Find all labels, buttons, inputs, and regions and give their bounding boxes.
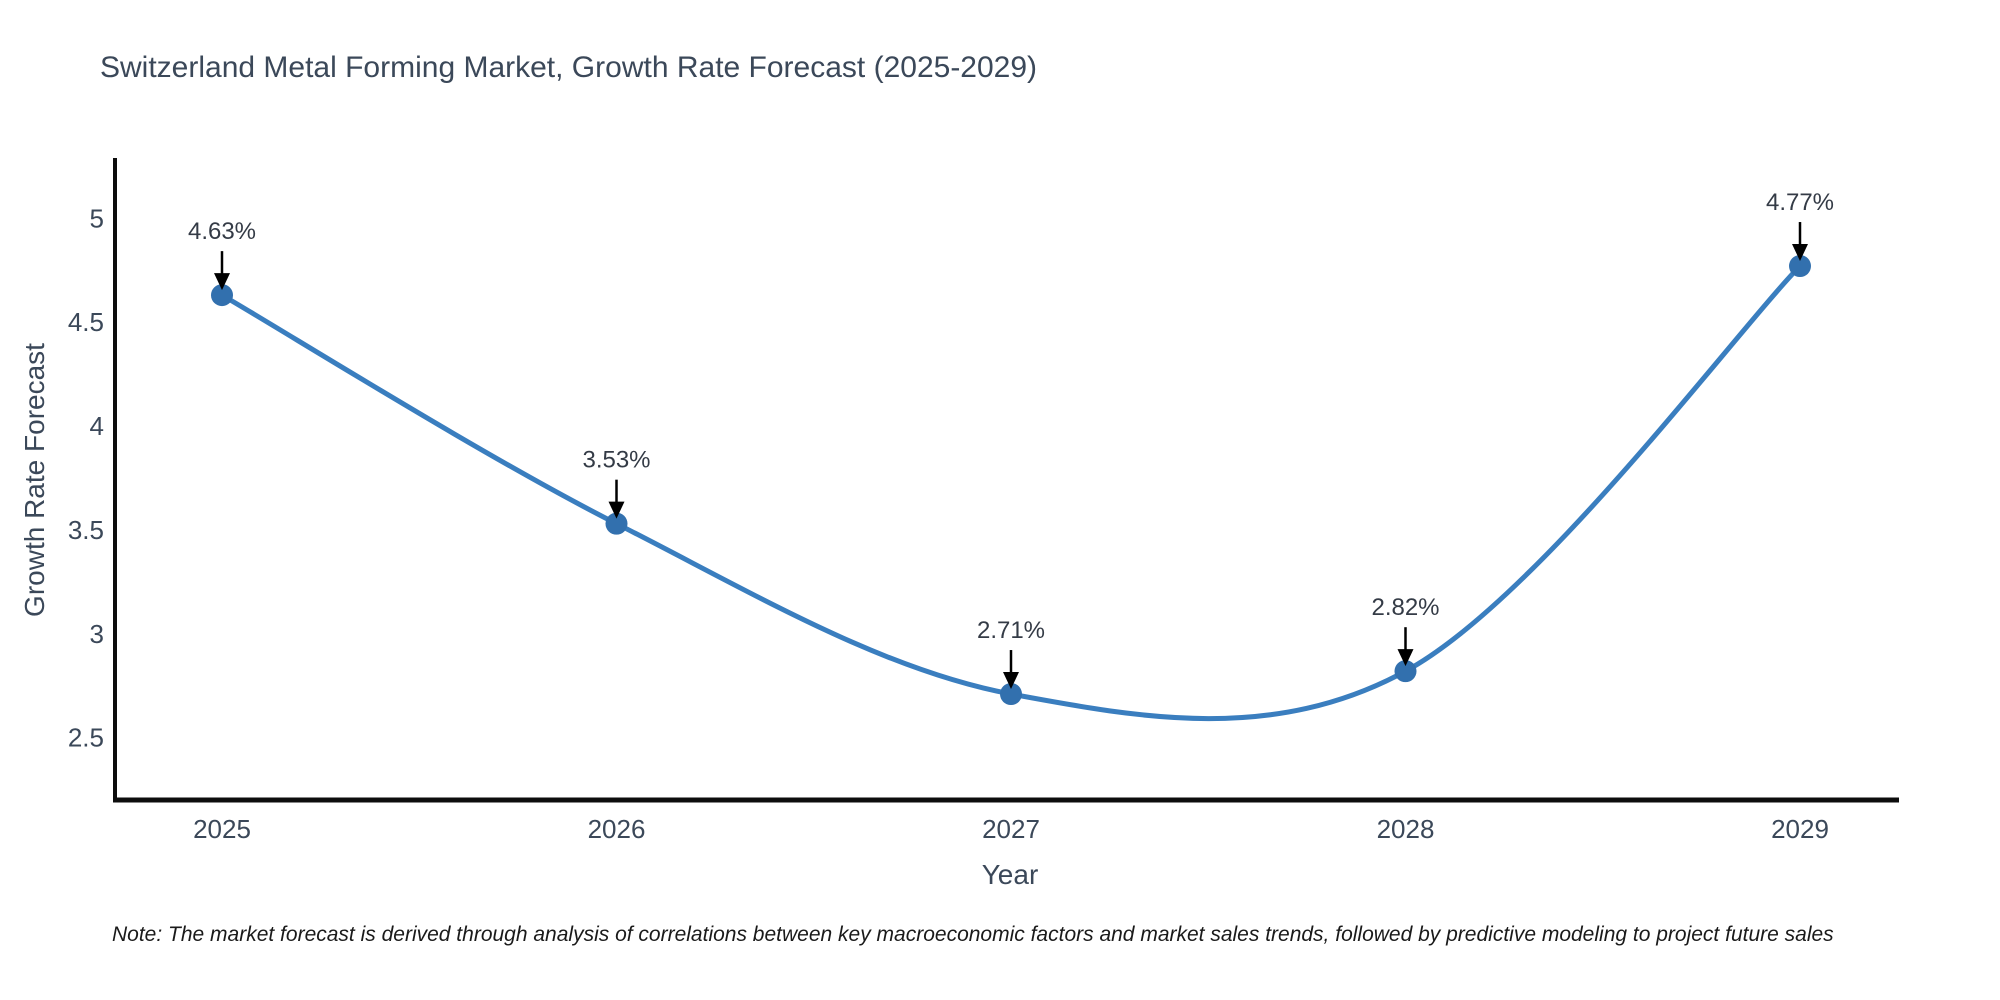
y-tick-label: 5 [90,203,104,233]
data-point-label: 3.53% [582,447,650,474]
y-tick-label: 2.5 [68,723,104,753]
data-point-marker[interactable] [605,512,628,535]
data-point-label: 2.82% [1371,594,1439,621]
annotation-arrow-head [1792,244,1808,262]
x-tick-label: 2027 [982,814,1040,844]
annotation-arrow-head [1397,649,1414,667]
x-tick-label: 2029 [1771,814,1829,844]
x-axis-title: Year [982,859,1039,890]
series-markers [211,255,1811,706]
y-tick-label: 4 [90,411,104,441]
annotation-arrow-head [1003,672,1019,690]
chart-title: Switzerland Metal Forming Market, Growth… [100,51,1037,84]
x-tick-label: 2026 [588,814,646,844]
y-tick-label: 3 [90,619,104,649]
data-point-marker[interactable] [1394,660,1417,683]
data-point-label: 2.71% [977,617,1045,644]
y-axis-tick-labels: 2.5 3 3.5 4 4.5 5 [68,203,104,752]
y-tick-label: 3.5 [68,515,104,545]
y-tick-label: 4.5 [68,307,104,337]
x-axis-tick-labels: 2025 2026 2027 2028 2029 [193,814,1829,844]
data-label-annotations: 4.63% 3.53% 2.71% 2.82% 4.77% [188,189,1834,690]
data-point-label: 4.63% [188,218,256,245]
data-point-marker[interactable] [211,284,233,307]
y-axis-title: Growth Rate Forecast [19,343,50,617]
footnote-text: Note: The market forecast is derived thr… [112,923,1834,946]
annotation-arrow-head [214,273,230,291]
x-tick-label: 2025 [193,814,251,844]
data-point-marker[interactable] [1789,255,1811,278]
data-point-label: 4.77% [1766,189,1834,216]
x-tick-label: 2028 [1377,814,1435,844]
data-point-marker[interactable] [1000,683,1022,706]
annotation-arrow-head [608,501,625,519]
